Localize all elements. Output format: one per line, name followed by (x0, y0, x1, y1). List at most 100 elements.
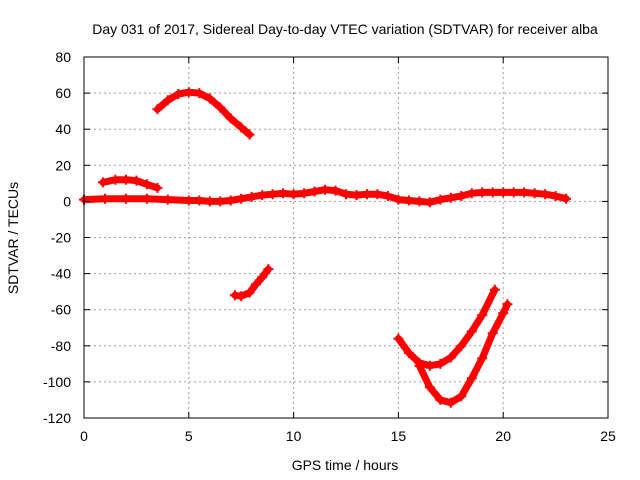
data-point-marker (236, 291, 247, 302)
data-point-marker (225, 195, 236, 206)
data-point-marker (456, 391, 467, 402)
data-point-marker (487, 328, 498, 339)
data-point-marker (466, 373, 477, 384)
data-point-marker (131, 175, 142, 186)
y-tick-label: 20 (55, 157, 71, 173)
data-point-marker (466, 188, 477, 199)
data-point-marker (215, 196, 226, 207)
data-point-marker (561, 193, 572, 204)
data-point-marker (456, 191, 467, 201)
data-point-marker (120, 174, 131, 185)
y-tick-label: -100 (43, 374, 71, 390)
data-point-marker (477, 353, 488, 364)
data-point-marker (445, 192, 456, 203)
data-point-marker (435, 358, 446, 369)
data-point-marker (141, 179, 152, 190)
data-point-marker (445, 352, 456, 363)
data-point-marker (288, 189, 299, 200)
tick-layer: 0 5 10 15 20 25 -120 -100 -80 -60 -40 -20 0 20 40 60 80 (43, 49, 616, 444)
data-point-marker (120, 193, 131, 204)
data-point-marker (477, 187, 488, 198)
data-point-marker (393, 333, 404, 344)
data-point-marker (309, 186, 320, 197)
data-point-marker (414, 360, 425, 371)
y-tick-label: 40 (55, 121, 71, 137)
x-tick-label: 5 (185, 428, 193, 444)
y-tick-label: 80 (55, 49, 71, 65)
data-point-marker (110, 174, 121, 185)
data-point-marker (152, 182, 163, 193)
x-tick-label: 20 (495, 428, 511, 444)
series-trace (394, 286, 499, 370)
data-point-marker (320, 184, 330, 195)
data-point-marker (246, 191, 257, 202)
data-point-marker (489, 284, 500, 295)
data-point-marker (194, 88, 205, 99)
data-point-marker (466, 326, 477, 337)
chart-title: Day 031 of 2017, Sidereal Day-to-day VTE… (92, 21, 598, 37)
y-tick-label: -60 (51, 302, 71, 318)
y-tick-label: -20 (51, 230, 71, 246)
data-point-marker (162, 194, 173, 205)
data-point-marker (100, 193, 110, 204)
data-point-marker (204, 93, 215, 104)
data-point-marker (403, 348, 414, 358)
x-tick-label: 15 (391, 428, 407, 444)
data-point-marker (183, 87, 194, 98)
data-point-marker (502, 299, 513, 310)
data-point-marker (498, 187, 509, 198)
data-point-marker (236, 122, 247, 133)
series-arc-negative-40 (229, 264, 274, 302)
data-point-marker (162, 95, 173, 106)
series-arc-small (97, 174, 163, 193)
series-curve-negative-110 (414, 299, 513, 408)
series-trace (415, 300, 511, 407)
data-point-marker (382, 191, 393, 201)
data-point-marker (393, 194, 404, 205)
data-point-marker (97, 177, 108, 188)
y-tick-label: -120 (43, 410, 71, 426)
data-point-marker (540, 189, 551, 200)
series-trace (153, 88, 254, 139)
data-point-marker (215, 102, 226, 113)
data-point-marker (456, 340, 467, 351)
data-point-marker (424, 360, 435, 371)
data-point-marker (435, 394, 446, 405)
y-tick-label: -80 (51, 338, 71, 354)
data-point-marker (299, 188, 310, 199)
x-tick-label: 25 (600, 428, 616, 444)
data-point-marker (225, 113, 236, 124)
data-point-marker (204, 196, 215, 207)
x-axis-title: GPS time / hours (292, 457, 399, 473)
data-point-marker (173, 89, 184, 99)
data-point-marker (362, 189, 372, 200)
data-point-marker (236, 193, 247, 204)
data-point-marker (519, 187, 530, 198)
x-tick-label: 10 (286, 428, 302, 444)
data-point-marker (477, 310, 488, 321)
data-point-marker (278, 188, 289, 199)
data-point-marker (424, 382, 435, 393)
series-arc-upper (152, 87, 255, 140)
data-point-marker (508, 187, 519, 198)
data-point-marker (424, 197, 435, 208)
data-point-marker (194, 195, 205, 206)
data-point-marker (267, 189, 278, 200)
y-axis-title: SDTVAR / TECUs (5, 182, 21, 294)
data-point-marker (141, 193, 152, 204)
data-point-marker (487, 187, 498, 198)
data-point-marker (351, 190, 362, 201)
series-layer (79, 87, 572, 408)
y-tick-label: -40 (51, 266, 71, 282)
data-point-marker (435, 194, 446, 205)
data-point-marker (403, 195, 414, 206)
data-point-marker (330, 185, 341, 196)
y-tick-label: 60 (55, 85, 71, 101)
data-point-marker (257, 272, 268, 283)
y-tick-label: 0 (63, 193, 71, 209)
data-point-marker (250, 279, 261, 290)
data-point-marker (498, 308, 509, 319)
